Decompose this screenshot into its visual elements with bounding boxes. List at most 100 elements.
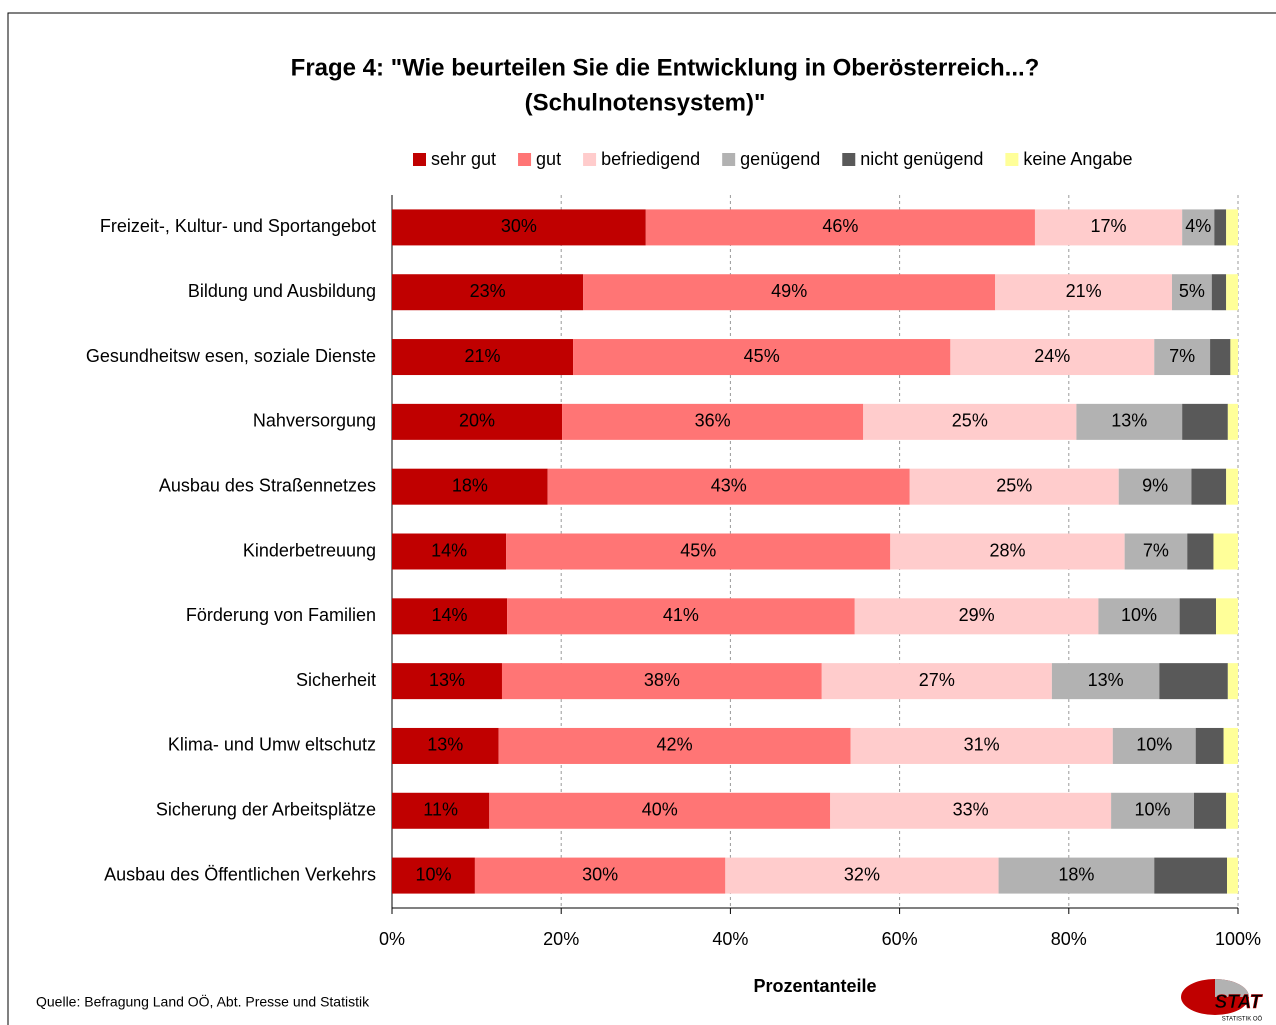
bar-segment [562,403,864,440]
x-tick-label: 60% [882,929,918,949]
data-label: 45% [680,540,716,560]
data-label: 18% [1058,864,1094,884]
bar-segment [909,468,1119,505]
bar-segment [1051,663,1160,700]
data-label: 10% [1135,800,1171,820]
x-tick-label: 100% [1215,929,1261,949]
bar-segment [1182,209,1215,246]
data-label: 45% [744,346,780,366]
legend-label: genügend [740,149,820,169]
bar-segment [1211,274,1227,311]
bar-segment [392,468,548,505]
data-label: 43% [711,475,747,495]
y-tick-label: Ausbau des Straßennetzes [159,475,376,495]
x-tick-label: 0% [379,929,405,949]
bar-segment [998,857,1155,894]
bar-segment [1191,468,1227,505]
legend-label: sehr gut [431,149,496,169]
y-tick-label: Kinderbetreuung [243,540,376,560]
data-label: 32% [844,864,880,884]
legend-label: keine Angabe [1023,149,1132,169]
bar-segment [392,727,499,764]
bar-segment [1118,468,1192,505]
y-tick-label: Sicherung der Arbeitsplätze [156,800,376,820]
bar-segment [489,792,831,829]
legend-swatch [413,153,426,166]
data-label: 17% [1091,216,1127,236]
data-label: 20% [459,411,495,431]
data-label: 23% [470,281,506,301]
bar-segment [1182,403,1228,440]
data-label: 24% [1034,346,1070,366]
data-label: 25% [952,411,988,431]
legend-swatch [842,153,856,166]
bar-segment [506,533,891,570]
bar-segment [392,792,490,829]
data-label: 13% [427,735,463,755]
legend-label: befriedigend [601,149,700,169]
data-label: 21% [1066,281,1102,301]
y-tick-label: Gesundheitsw esen, soziale Dienste [86,346,376,366]
bar-segment [547,468,910,505]
data-label: 49% [771,281,807,301]
y-tick-label: Bildung und Ausbildung [188,281,376,301]
data-label: 25% [996,475,1032,495]
bar-segment [1226,792,1238,829]
bar-segment [474,857,726,894]
bar-segment [863,403,1077,440]
chart-title: (Schulnotensystem)" [525,89,766,116]
bar-segment [1227,403,1238,440]
data-label: 14% [432,605,468,625]
bar-segment [1226,468,1238,505]
bar-segment [501,663,822,700]
data-label: 14% [431,540,467,560]
bar-segment [995,274,1173,311]
bar-segment [645,209,1035,246]
bar-segment [392,339,574,376]
bar-segment [1179,598,1217,635]
bar-segment [850,727,1113,764]
legend-label: gut [536,149,561,169]
bar-segment [1194,792,1227,829]
legend-swatch [583,153,597,166]
data-label: 38% [644,670,680,690]
bar-segment [725,857,999,894]
y-tick-label: Klima- und Umw eltschutz [168,735,376,755]
bar-segment [890,533,1125,570]
data-label: 27% [919,670,955,690]
bar-segment [854,598,1099,635]
data-label: 11% [423,800,458,820]
bar-segment [1111,792,1195,829]
data-label: 5% [1179,281,1205,301]
bar-segment [1159,663,1228,700]
bar-segment [498,727,851,764]
data-label: 7% [1143,540,1169,560]
data-label: 42% [657,735,693,755]
data-label: 10% [415,864,451,884]
data-label: 40% [642,800,678,820]
data-label: 7% [1169,346,1195,366]
bar-segment [1227,663,1238,700]
y-tick-label: Förderung von Familien [186,605,376,625]
bar-segment [1154,857,1228,894]
bar-segment [1076,403,1183,440]
bar-segment [1172,274,1212,311]
logo-text: STAT [1215,992,1263,1013]
bar-segment [1112,727,1196,764]
y-tick-label: Sicherheit [296,670,376,690]
bar-segment [1098,598,1180,635]
source: Quelle: Befragung Land OÖ, Abt. Presse u… [36,993,370,1010]
logo-subtext: STATISTIK OÖ [1222,1016,1263,1023]
bar-segment [1034,209,1183,246]
data-label: 4% [1185,216,1211,236]
data-label: 36% [695,411,731,431]
logo-shape [1215,979,1249,997]
data-label: 13% [1088,670,1124,690]
x-tick-label: 80% [1051,929,1087,949]
bar-segment [507,598,855,635]
bar-segment [392,274,584,311]
data-label: 18% [452,475,488,495]
data-label: 41% [663,605,699,625]
data-label: 33% [953,800,989,820]
bar-segment [573,339,951,376]
